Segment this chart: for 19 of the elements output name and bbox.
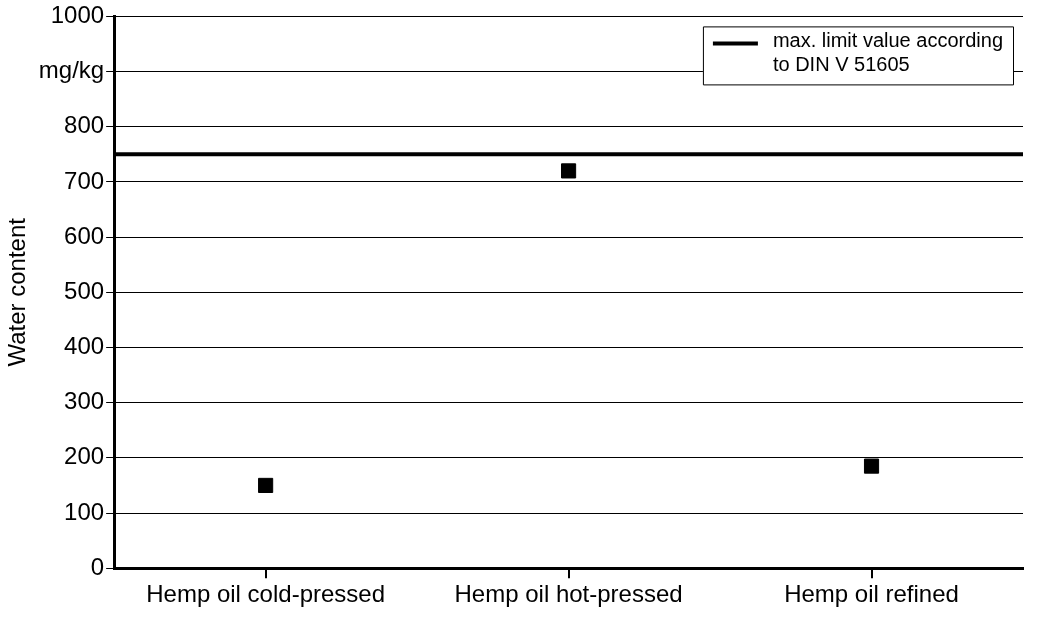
x-tick-label: Hemp oil refined bbox=[784, 580, 959, 608]
y-tick-label: 100 bbox=[64, 497, 105, 525]
point bbox=[863, 458, 880, 474]
legend-label: max. limit value according to DIN V 51605 bbox=[772, 28, 1004, 75]
point bbox=[561, 163, 577, 179]
y-axis-title: Water content bbox=[3, 217, 31, 367]
y-tick-label: 700 bbox=[64, 166, 105, 194]
y-tick-label: 600 bbox=[64, 221, 105, 249]
y-tick-label: 400 bbox=[64, 332, 105, 360]
y-tick-label: 800 bbox=[64, 111, 105, 139]
x-tick-label: Hemp oil hot-pressed bbox=[454, 580, 683, 608]
y-tick-label: 1000 bbox=[50, 1, 105, 29]
y-tick-label: 300 bbox=[64, 387, 105, 415]
y-tick-label: 500 bbox=[64, 276, 105, 304]
x-tick-label: Hemp oil cold-pressed bbox=[146, 580, 386, 608]
y-tick-label: 0 bbox=[90, 552, 105, 580]
point bbox=[258, 477, 274, 493]
y-tick-label: 200 bbox=[64, 442, 105, 470]
y-tick-label: mg/kg bbox=[38, 56, 105, 84]
